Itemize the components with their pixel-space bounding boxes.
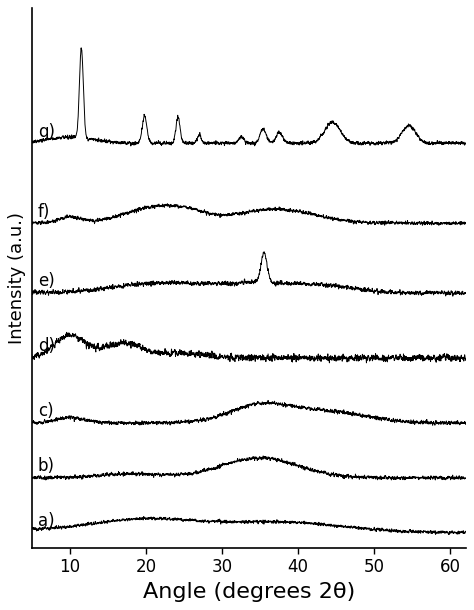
X-axis label: Angle (degrees 2θ): Angle (degrees 2θ) [143,582,355,601]
Text: a): a) [38,512,55,530]
Text: f): f) [38,203,50,221]
Text: d): d) [38,337,55,356]
Text: g): g) [38,123,55,141]
Text: b): b) [38,458,55,475]
Y-axis label: Intensity (a.u.): Intensity (a.u.) [9,212,27,344]
Text: c): c) [38,403,54,420]
Text: e): e) [38,273,55,290]
